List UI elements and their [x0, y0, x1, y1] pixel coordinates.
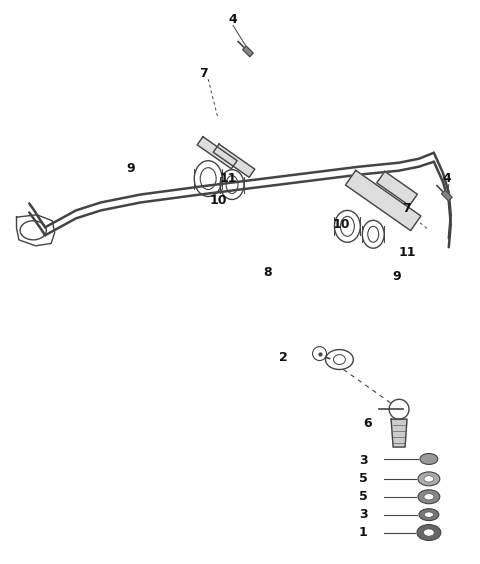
Ellipse shape: [420, 453, 438, 464]
Ellipse shape: [424, 494, 434, 500]
Ellipse shape: [423, 529, 434, 536]
Polygon shape: [197, 136, 237, 169]
Text: 10: 10: [333, 218, 350, 231]
Ellipse shape: [418, 472, 440, 486]
Text: 6: 6: [363, 417, 372, 430]
Ellipse shape: [424, 512, 433, 517]
Polygon shape: [213, 144, 255, 177]
Text: 4: 4: [443, 172, 451, 185]
Text: 3: 3: [359, 508, 368, 521]
Polygon shape: [243, 46, 253, 56]
Text: 11: 11: [219, 172, 237, 185]
Text: 10: 10: [209, 194, 227, 207]
Text: 5: 5: [359, 473, 368, 486]
Text: 3: 3: [359, 455, 368, 468]
Polygon shape: [346, 170, 421, 231]
Text: 7: 7: [402, 202, 410, 215]
Text: 9: 9: [126, 162, 135, 175]
Text: 8: 8: [264, 266, 272, 279]
Ellipse shape: [419, 509, 439, 521]
Ellipse shape: [418, 490, 440, 504]
Text: 4: 4: [228, 13, 238, 26]
Polygon shape: [391, 419, 407, 447]
Text: 11: 11: [398, 246, 416, 259]
Text: 7: 7: [199, 67, 207, 80]
Text: 9: 9: [393, 270, 401, 283]
Text: 5: 5: [359, 490, 368, 503]
Text: 1: 1: [359, 526, 368, 539]
Text: 2: 2: [279, 351, 288, 364]
Ellipse shape: [424, 475, 434, 482]
Polygon shape: [377, 171, 418, 206]
Ellipse shape: [417, 525, 441, 540]
Polygon shape: [442, 190, 452, 201]
